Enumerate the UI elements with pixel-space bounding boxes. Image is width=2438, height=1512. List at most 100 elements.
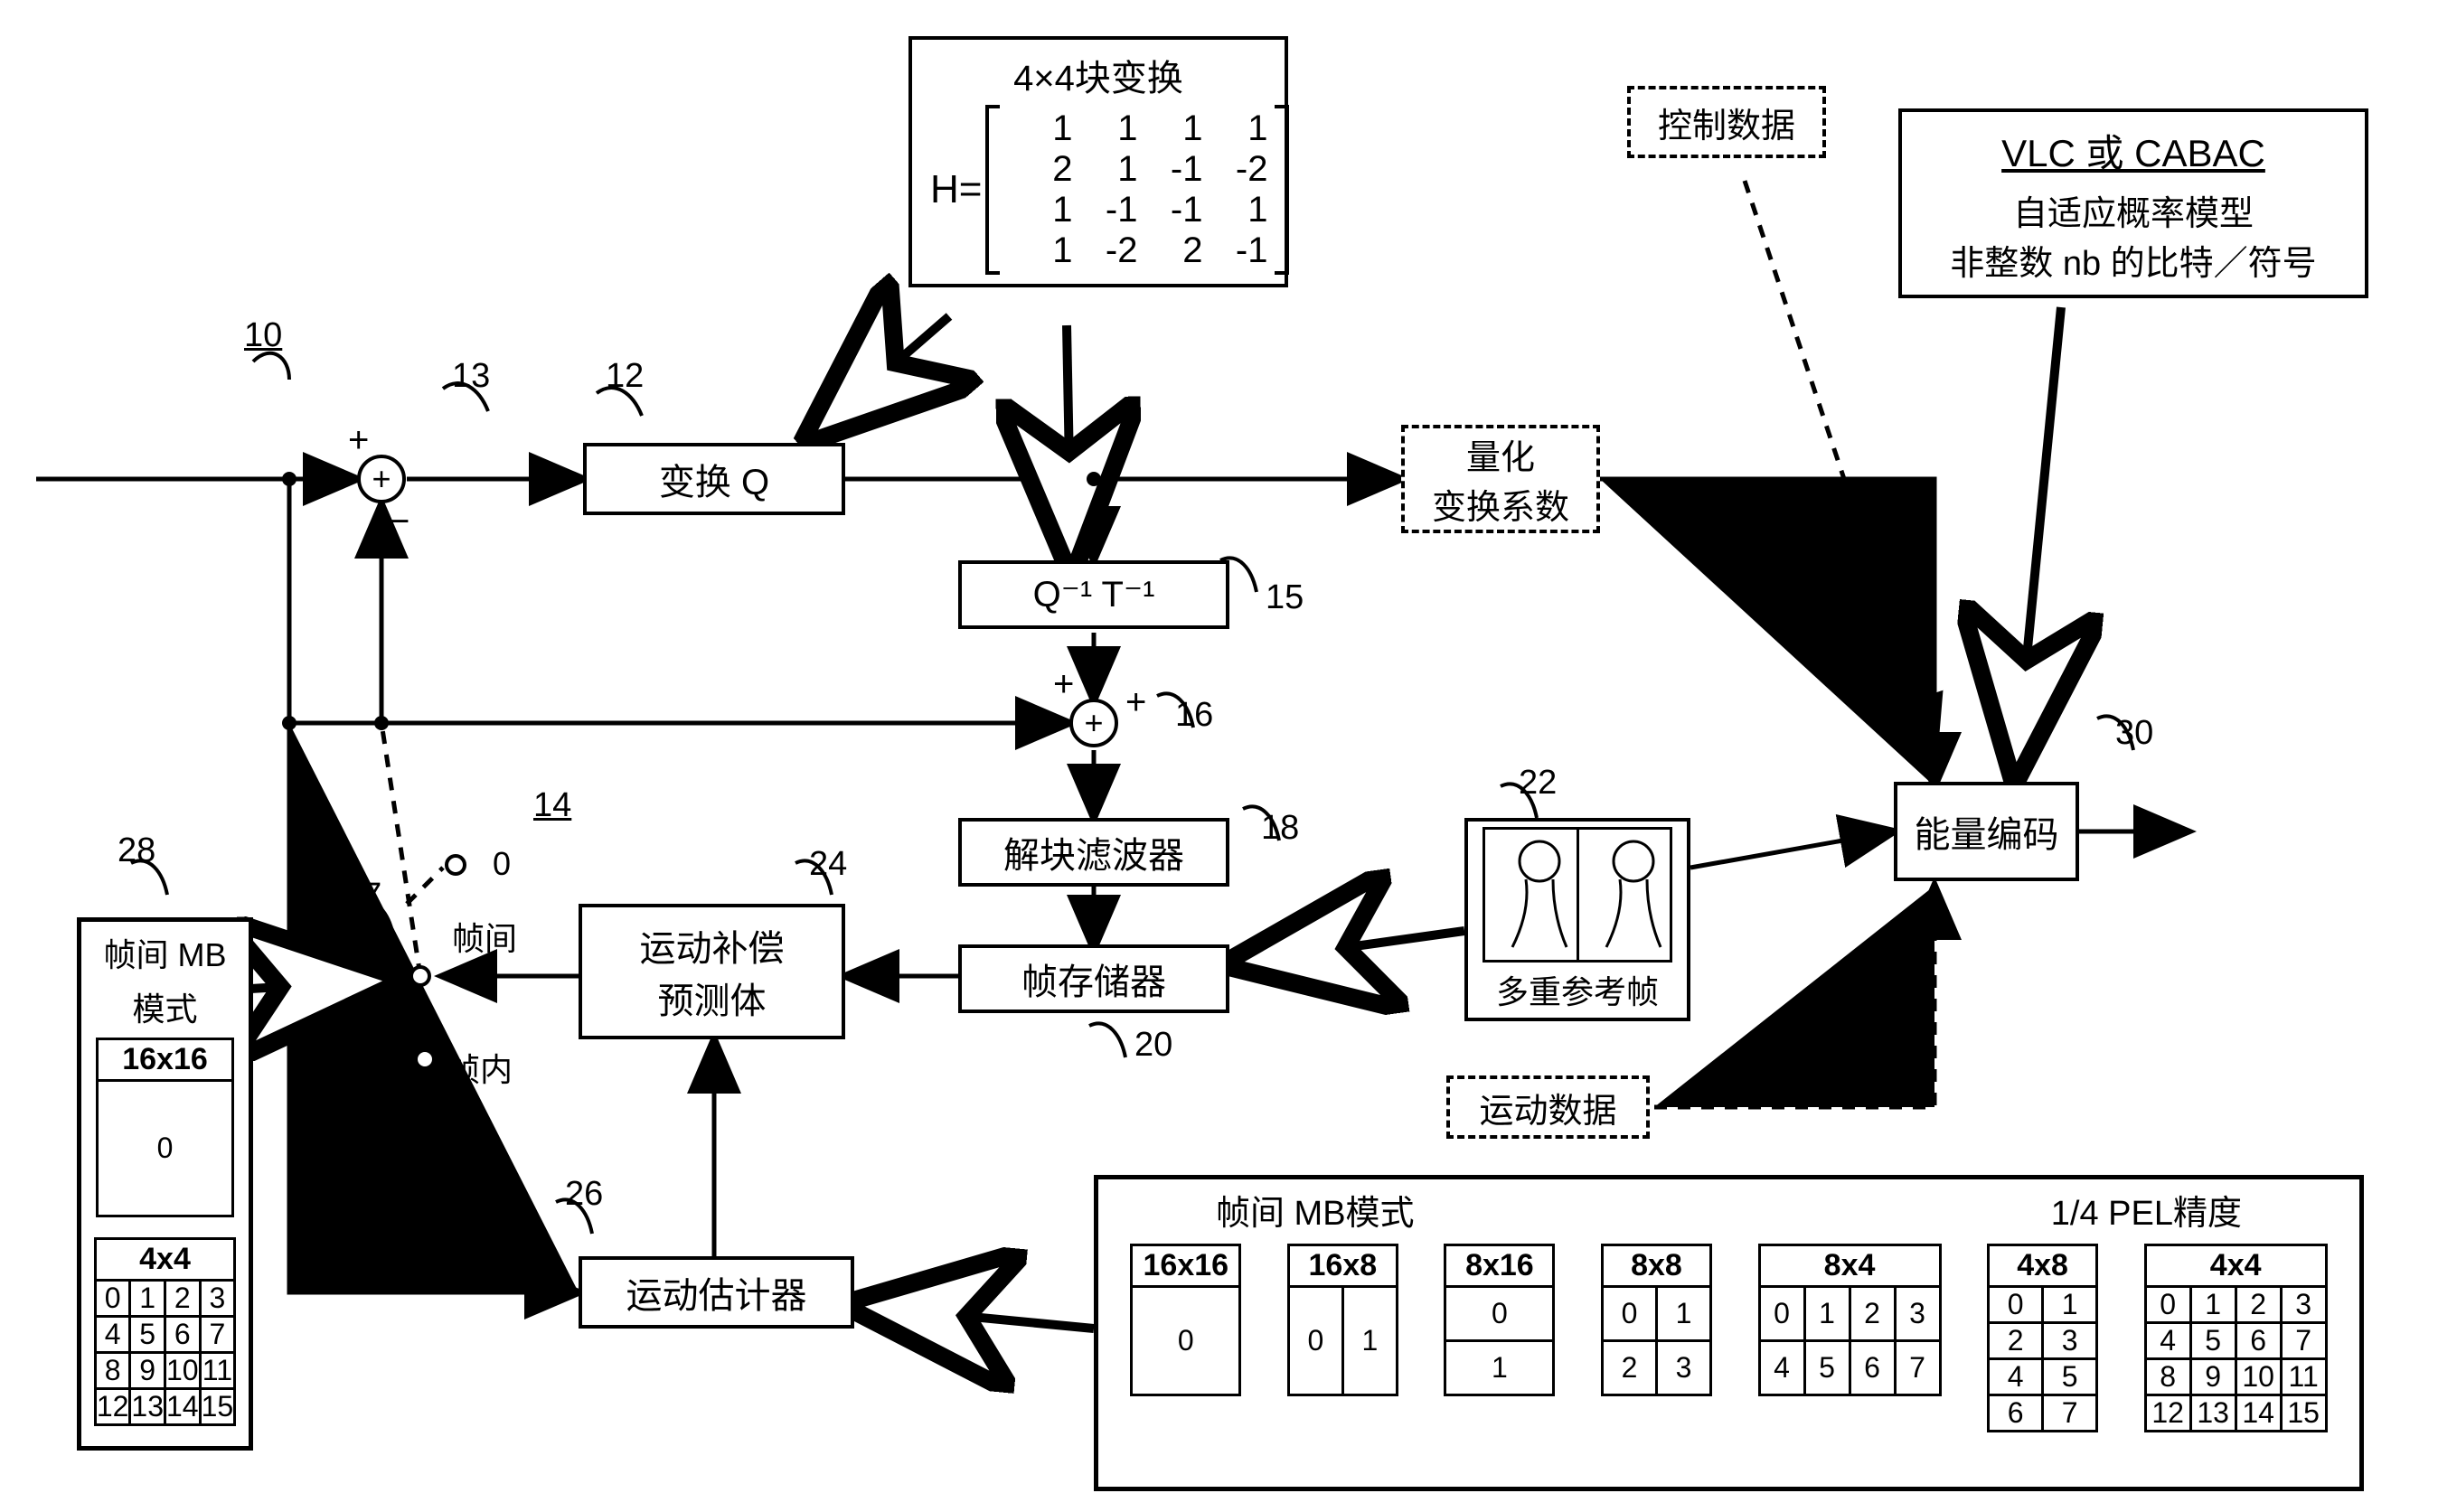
inv-qt-label: Q⁻¹ T⁻¹ <box>1033 574 1155 615</box>
mode-cell: 2 <box>1989 1323 2043 1359</box>
mode-cell: 10 <box>165 1353 201 1389</box>
mode-header: 16x16 <box>1132 1245 1240 1287</box>
summer-13: + <box>357 455 406 503</box>
ref-16: 16 <box>1175 696 1213 735</box>
mode-cell: 1 <box>1804 1287 1850 1341</box>
mode-cell: 4 <box>95 1317 130 1353</box>
inv-qt-block: Q⁻¹ T⁻¹ <box>958 560 1229 629</box>
mode-cell: 4 <box>2145 1323 2190 1359</box>
quant-coef-l2: 变换系数 <box>1432 479 1569 529</box>
ref-20: 20 <box>1134 1026 1172 1065</box>
ref-27: 27 <box>344 877 381 916</box>
mode-cell: 0 <box>1445 1287 1554 1341</box>
node-dot <box>374 716 389 730</box>
matrix-annotation: 4×4块变换 H= 111121-1-21-1-111-22-1 <box>908 36 1288 287</box>
mode-cell: 9 <box>2190 1359 2236 1395</box>
panel-28: 帧间 MB 模式 16x16 0 4x4 0123456789101112131… <box>77 917 253 1451</box>
mcp-label: 运动补偿 预测体 <box>640 919 785 1024</box>
mode-cell: 12 <box>95 1389 130 1425</box>
mode-header: 4x4 <box>2145 1245 2326 1287</box>
vlc-title: VLC 或 CABAC <box>2001 123 2265 178</box>
vlc-l1: 自适应概率模型 <box>2013 185 2254 235</box>
mode-cell: 0 <box>2145 1287 2190 1323</box>
ref-12: 12 <box>606 357 644 396</box>
mode-cell: 15 <box>200 1389 235 1425</box>
svg-text:+: + <box>1053 664 1074 704</box>
mode-cell: 6 <box>1989 1395 2043 1432</box>
mode-cell: 3 <box>200 1281 235 1317</box>
mode-cell: 0 <box>1602 1287 1656 1341</box>
mode-header: 8x16 <box>1445 1245 1554 1287</box>
quant-coef-l1: 量化 <box>1466 429 1535 479</box>
mode-block: 8x80123 <box>1601 1240 1712 1400</box>
mode-cell: 11 <box>200 1353 235 1389</box>
ref-24: 24 <box>809 845 847 884</box>
framestore-label: 帧存储器 <box>1021 953 1166 1005</box>
mode-cell: 9 <box>130 1353 165 1389</box>
entropy-block: 能量编码 <box>1894 782 2079 881</box>
switch-node-intra <box>414 1048 436 1070</box>
control-data-label: 控制数据 <box>1658 98 1795 147</box>
ref-13: 13 <box>452 357 490 396</box>
mode-cell: 10 <box>2236 1359 2281 1395</box>
ref-30: 30 <box>2115 714 2153 753</box>
mode-cell: 15 <box>2281 1395 2326 1432</box>
mode-cell: 11 <box>2281 1359 2326 1395</box>
vlc-annotation: VLC 或 CABAC 自适应概率模型 非整数 nb 的比特／符号 <box>1898 108 2368 298</box>
mode-header: 16x8 <box>1288 1245 1397 1287</box>
mode-cell: 7 <box>200 1317 235 1353</box>
mode-cell: 0 <box>1759 1287 1804 1341</box>
h4: 4x4 <box>95 1239 234 1281</box>
ref-14: 14 <box>533 786 571 825</box>
mode-cell: 2 <box>1602 1341 1656 1395</box>
mode-cell: 7 <box>1895 1341 1940 1395</box>
ref-15: 15 <box>1266 578 1304 617</box>
node-dot <box>282 472 297 486</box>
mode-cell: 1 <box>130 1281 165 1317</box>
multiref-box: 多重参考帧 <box>1464 818 1690 1021</box>
mode-cell: 13 <box>130 1389 165 1425</box>
panel28-t2: 模式 <box>81 980 249 1034</box>
mode-cell: 2 <box>2236 1287 2281 1323</box>
mode-cell: 12 <box>2145 1395 2190 1432</box>
deblock-block: 解块滤波器 <box>958 818 1229 887</box>
mode-cell: 7 <box>2043 1395 2097 1432</box>
svg-text:+: + <box>1125 682 1146 722</box>
mode-cell: 0 <box>95 1281 130 1317</box>
mode-cell: 14 <box>2236 1395 2281 1432</box>
mode-cell: 5 <box>2043 1359 2097 1395</box>
mode-cell: 3 <box>1656 1341 1710 1395</box>
mode-cell: 4 <box>1759 1341 1804 1395</box>
mode-cell: 6 <box>2236 1323 2281 1359</box>
person-icon <box>1579 830 1671 960</box>
transform-q-block: 变换 Q <box>583 443 845 515</box>
svg-text:−: − <box>389 502 409 541</box>
mode-cell: 1 <box>2043 1287 2097 1323</box>
mode-cell: 0 <box>1288 1287 1342 1395</box>
mode-header: 8x4 <box>1759 1245 1940 1287</box>
ref-22: 22 <box>1519 764 1557 803</box>
bottom-panel: 帧间 MB模式 1/4 PEL精度 16x16016x8018x16018x80… <box>1094 1175 2364 1491</box>
mode-cell: 1 <box>1445 1341 1554 1395</box>
mode-cell: 6 <box>1850 1341 1895 1395</box>
mcp-block: 运动补偿 预测体 <box>579 904 845 1039</box>
multiref-label: 多重参考帧 <box>1496 966 1659 1013</box>
motion-data-box: 运动数据 <box>1446 1075 1650 1139</box>
mode-block: 8x1601 <box>1444 1240 1555 1400</box>
bp-right-title: 1/4 PEL精度 <box>2051 1185 2242 1235</box>
person-icon <box>1485 830 1577 960</box>
switch-node-inter <box>409 965 431 987</box>
panel28-t1: 帧间 MB <box>81 925 249 980</box>
me-label: 运动估计器 <box>626 1266 807 1319</box>
mode-block: 8x401234567 <box>1758 1240 1942 1400</box>
mode-cell: 2 <box>1850 1287 1895 1341</box>
matrix-prefix: H= <box>930 167 982 212</box>
h16: 16x16 <box>98 1039 233 1081</box>
switch-intra: 帧内 <box>447 1044 513 1091</box>
panel28-4x4: 4x4 0123456789101112131415 <box>94 1237 236 1426</box>
mode-cell: 3 <box>2043 1323 2097 1359</box>
mode-block: 16x160 <box>1130 1240 1241 1400</box>
mode-cell: 1 <box>1656 1287 1710 1341</box>
mode-block: 4x40123456789101112131415 <box>2144 1240 2328 1436</box>
switch-inter: 帧间 <box>452 913 517 960</box>
